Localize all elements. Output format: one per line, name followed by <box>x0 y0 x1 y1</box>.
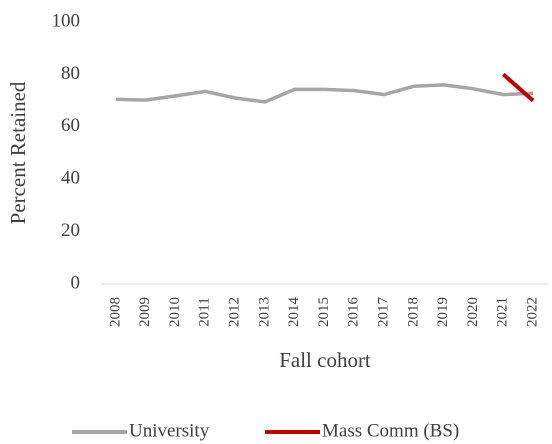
x-tick-label: 2016 <box>346 297 362 328</box>
y-tick-label: 20 <box>61 220 80 241</box>
x-tick-label: 2012 <box>227 297 243 327</box>
y-tick-label: 100 <box>52 10 81 31</box>
y-axis-title: Percent Retained <box>6 81 30 224</box>
y-tick-label: 60 <box>61 115 80 136</box>
series-line <box>115 83 534 104</box>
x-tick-label: 2013 <box>256 297 272 327</box>
x-tick-label: 2018 <box>405 297 421 327</box>
y-tick-label: 0 <box>71 272 81 293</box>
x-tick-label: 2011 <box>197 297 213 326</box>
x-tick-label: 2008 <box>107 297 123 327</box>
legend-label: University <box>129 420 210 441</box>
x-tick-label: 2021 <box>495 297 511 327</box>
series-line <box>501 72 535 103</box>
x-tick-label: 2009 <box>137 297 153 327</box>
x-axis-title: Fall cohort <box>279 348 371 372</box>
x-tick-label: 2022 <box>525 297 541 327</box>
x-tick-label: 2019 <box>435 297 451 327</box>
x-tick-label: 2015 <box>316 297 332 327</box>
x-tick-label: 2017 <box>376 297 392 328</box>
legend-label: Mass Comm (BS) <box>322 420 459 441</box>
x-tick-label: 2014 <box>286 297 302 328</box>
x-tick-label: 2020 <box>465 297 481 327</box>
y-tick-label: 40 <box>61 168 80 189</box>
x-tick-label: 2010 <box>167 297 183 327</box>
y-tick-label: 80 <box>61 63 80 84</box>
